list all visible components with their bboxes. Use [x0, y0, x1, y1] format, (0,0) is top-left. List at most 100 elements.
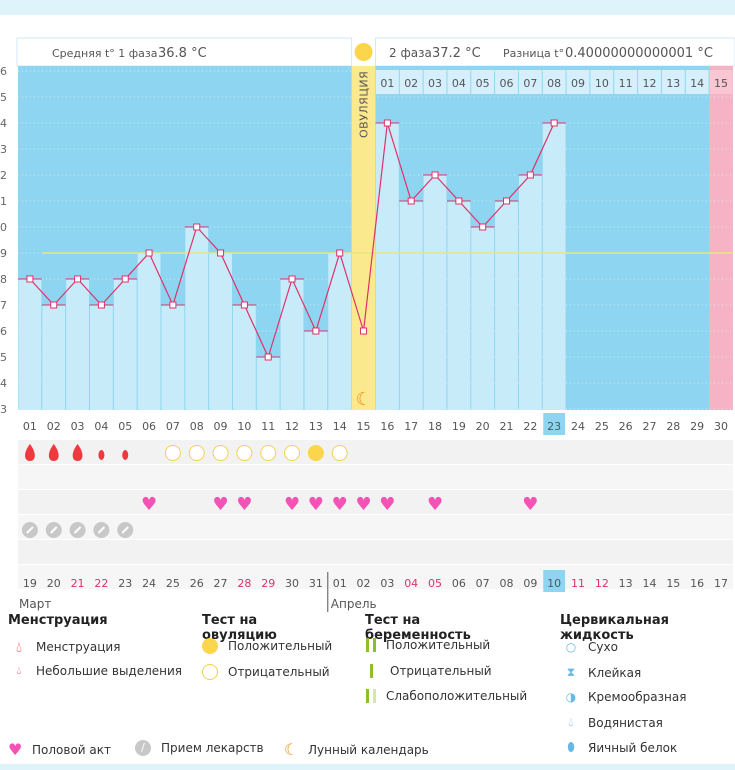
legend-pregnancy-negative: Отрицательный [366, 664, 492, 678]
phase2-day-cell [685, 70, 709, 94]
today-highlight [543, 413, 566, 435]
calendar-date-label: 04 [404, 577, 418, 590]
legend-label: Положительный [228, 639, 333, 653]
pill-icon: / [135, 740, 151, 756]
cycle-day-label: 27 [642, 420, 656, 433]
calendar-date-label: 09 [523, 577, 537, 590]
y-tick-label: 5 [0, 351, 7, 364]
y-tick-label: 0 [0, 221, 7, 234]
temperature-bar [423, 175, 447, 410]
y-tick-label: 3 [0, 143, 7, 156]
cycle-day-label: 04 [94, 420, 108, 433]
phase2-label: 2 фаза [389, 46, 432, 60]
small-drop-icon [122, 450, 129, 460]
ovulation-test-positive-icon [307, 445, 324, 461]
calendar-date-label: 01 [333, 577, 347, 590]
phase2-day-cell [471, 70, 495, 94]
y-tick-label: 7 [0, 299, 7, 312]
phase2-day-cell [614, 70, 638, 94]
legend-label: Водянистая [588, 715, 663, 730]
calendar-date-label: 31 [309, 577, 323, 590]
temperature-bar [542, 123, 566, 410]
phase2-day-label: 14 [690, 77, 704, 90]
heart-icon: ♥ [8, 740, 23, 759]
legend-spotting: 💧︎ Небольшие выделения [12, 664, 182, 678]
temperature-bar [137, 253, 161, 410]
hourglass-icon: ⧗ [566, 665, 576, 679]
phase2-day-label: 01 [380, 77, 394, 90]
temperature-bar [447, 201, 471, 410]
temperature-point [479, 223, 487, 231]
small-drop-icon: 💧︎ [16, 664, 22, 677]
legend-cervical-dry: ○ Сухо [564, 640, 618, 654]
ovulation-test-negative-icon [331, 445, 348, 461]
cycle-day-label: 17 [404, 420, 418, 433]
cycle-day-label: 23 [547, 420, 561, 433]
legend-medication: / Прием лекарств [135, 740, 264, 756]
one-line-icon [370, 664, 380, 678]
calendar-date-label: 19 [23, 577, 37, 590]
legend-label: Клейкая [588, 665, 642, 680]
pill-stripe [73, 526, 82, 534]
calendar-date-label: 25 [166, 577, 180, 590]
legend-label: Прием лекарств [161, 741, 264, 755]
y-tick-label: 3 [0, 403, 7, 416]
calendar-date-label: 26 [190, 577, 204, 590]
calendar-date-label: 30 [285, 577, 299, 590]
legend-label: Сухо [588, 640, 618, 654]
moon-icon: ☾ [284, 740, 299, 759]
phase2-day-label: 15 [714, 77, 728, 90]
legend-label: Яичный белок [588, 740, 678, 755]
phase2-day-cell [542, 70, 566, 94]
legend-title-menstruation: Менструация [8, 613, 108, 628]
calendar-date-label: 08 [500, 577, 514, 590]
heart-icon: ♥ [284, 494, 300, 515]
phase2-day-cell [638, 70, 661, 94]
temperature-bar [304, 331, 328, 410]
y-tick-label: 9 [0, 247, 7, 260]
legend-title-cervical: Цервикальная жидкость [560, 613, 669, 643]
temperature-bar [66, 279, 89, 410]
y-tick-label: 6 [0, 325, 7, 338]
calendar-date-label: 22 [94, 577, 108, 590]
legend-label: Отрицательный [390, 664, 492, 678]
header-phase1-box [16, 37, 353, 67]
legend-cervical-eggwhite: ⬮ Яичный белок [564, 740, 677, 755]
calendar-date-label: 03 [380, 577, 394, 590]
icon-row [18, 465, 733, 489]
temperature-point [383, 119, 391, 127]
temperature-point [550, 119, 558, 127]
top-bar [0, 0, 735, 15]
legend-cervical-watery: 💧︎ Водянистая [564, 715, 663, 730]
icon-row [18, 490, 733, 514]
phase2-day-cell [590, 70, 614, 94]
cycle-day-label: 05 [118, 420, 132, 433]
phase2-day-label: 07 [523, 77, 537, 90]
cycle-day-label: 24 [571, 420, 585, 433]
half-drop-icon: ◑ [565, 690, 577, 704]
heart-icon: ♥ [308, 494, 324, 515]
heart-icon: ♥ [427, 494, 443, 515]
temperature-bar [161, 305, 185, 410]
calendar-date-label: 10 [547, 577, 561, 590]
icon-row [18, 515, 733, 539]
heart-icon: ♥ [236, 494, 252, 515]
cycle-day-label: 19 [452, 420, 466, 433]
empty-circle-icon [202, 664, 218, 680]
temperature-point [240, 301, 248, 309]
icon-row [18, 565, 733, 589]
phase2-day-label: 12 [642, 77, 656, 90]
bottom-bar [0, 764, 735, 770]
phase1-value: 36.8 °C [158, 46, 207, 61]
legend-ovulation-positive: Положительный [202, 638, 332, 654]
calendar-date-label: 27 [214, 577, 228, 590]
ovulation-test-negative-icon [188, 445, 205, 461]
cycle-day-label: 02 [47, 420, 61, 433]
diff-label: Разница t° [503, 47, 564, 60]
phase2-day-cell [423, 70, 447, 94]
cycle-day-label: 07 [166, 420, 180, 433]
legend-pregnancy-positive: Положительный [366, 638, 490, 652]
temperature-bar [42, 305, 66, 410]
temperature-bar [18, 279, 42, 410]
pill-stripe [50, 526, 58, 534]
